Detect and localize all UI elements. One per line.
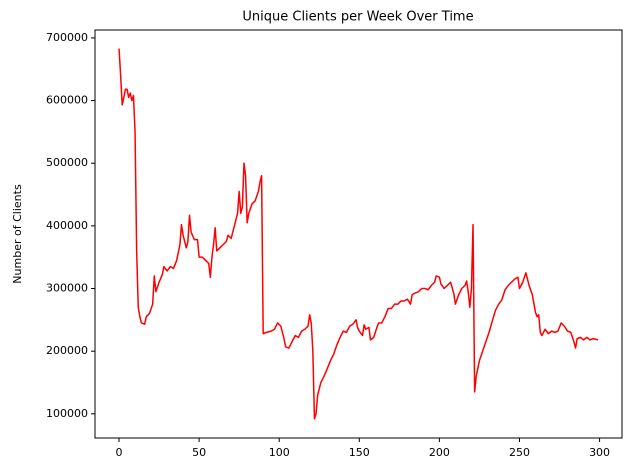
x-tick-label: 50: [192, 446, 206, 459]
x-tick-label: 100: [269, 446, 290, 459]
y-tick-label: 400000: [46, 219, 88, 232]
plot-frame: [94, 29, 623, 439]
x-tick-label: 200: [429, 446, 450, 459]
y-axis-label: Number of Clients: [11, 184, 24, 284]
x-tick-label: 0: [116, 446, 123, 459]
y-tick-label: 700000: [46, 31, 88, 44]
y-tick-label: 600000: [46, 94, 88, 107]
x-tick-label: 150: [349, 446, 370, 459]
y-tick-label: 200000: [46, 344, 88, 357]
data-line: [118, 48, 599, 420]
y-tick-label: 300000: [46, 282, 88, 295]
x-tick-label: 250: [509, 446, 530, 459]
chart-title: Unique Clients per Week Over Time: [242, 10, 473, 25]
x-tick-label: 300: [589, 446, 610, 459]
y-tick-label: 500000: [46, 156, 88, 169]
y-tick-label: 100000: [46, 407, 88, 420]
